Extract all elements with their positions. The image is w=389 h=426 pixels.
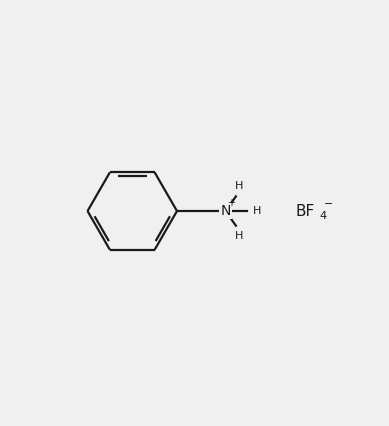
Text: BF: BF xyxy=(296,204,315,219)
Text: −: − xyxy=(324,199,333,209)
Text: H: H xyxy=(253,206,261,216)
Text: 4: 4 xyxy=(319,211,326,221)
Text: N: N xyxy=(221,204,231,218)
Text: H: H xyxy=(235,231,243,241)
Text: +: + xyxy=(227,198,235,208)
Text: H: H xyxy=(235,181,243,191)
